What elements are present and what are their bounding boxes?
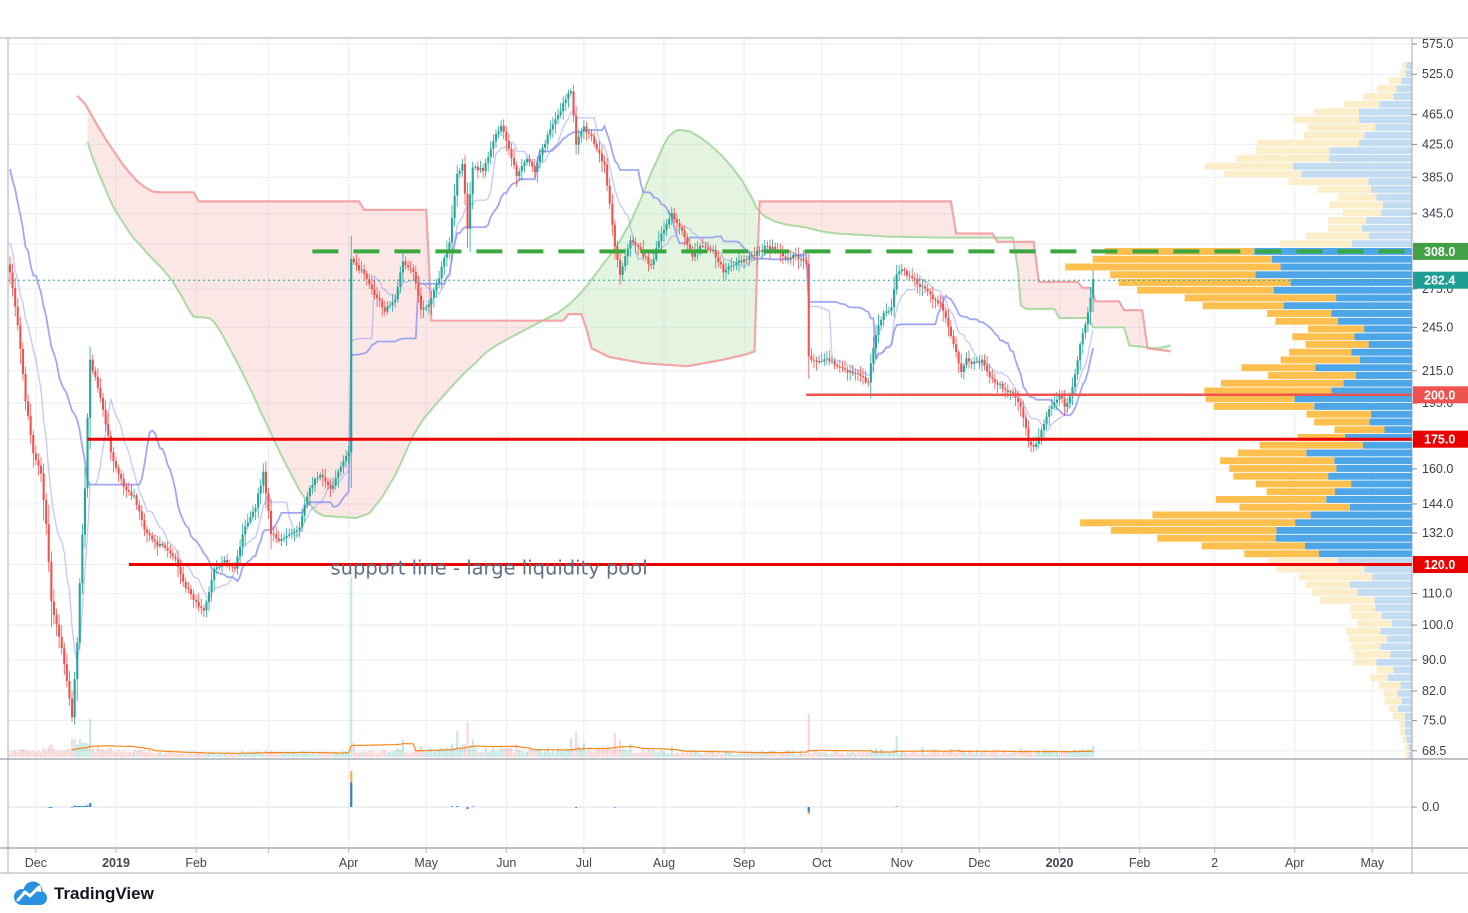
x-tick-2019: 2019 <box>102 856 130 870</box>
y-tick-68.5: 68.5 <box>1422 744 1446 758</box>
tradingview-attribution[interactable]: TradingView <box>13 880 154 907</box>
kijun-tenkan-lines <box>9 109 1094 662</box>
x-tick-Sep: Sep <box>733 856 755 870</box>
y-tick-110.0: 110.0 <box>1422 586 1452 600</box>
support-line-annotation[interactable]: support line - large liquidity pool <box>331 556 648 579</box>
y-tick-465.0: 465.0 <box>1422 108 1453 122</box>
y-tick-425.0: 425.0 <box>1422 137 1453 151</box>
svg-text:282.4: 282.4 <box>1424 274 1455 288</box>
x-tick-Feb: Feb <box>1129 856 1151 870</box>
y-tick-132.0: 132.0 <box>1422 526 1453 540</box>
y-tick-100.0: 100.0 <box>1422 618 1453 632</box>
annotation-layer[interactable]: support line - large liquidity pool <box>331 556 648 579</box>
y-tick-525.0: 525.0 <box>1422 67 1453 81</box>
y-tick-575.0: 575.0 <box>1422 37 1453 51</box>
time-axis[interactable]: Dec 2019 Feb Apr May Jun Jul Aug Sep Oct Nov Dec 202… <box>25 848 1385 870</box>
price-badge-120.0 <box>1413 556 1468 573</box>
x-tick-Dec: Dec <box>968 856 990 870</box>
svg-text:120.0: 120.0 <box>1424 558 1455 572</box>
y-tick-215.0: 215.0 <box>1422 364 1453 378</box>
svg-text:175.0: 175.0 <box>1424 433 1455 447</box>
x-tick-2: 2 <box>1211 856 1218 870</box>
y-tick-82.0: 82.0 <box>1422 684 1446 698</box>
x-tick-Nov: Nov <box>891 856 914 870</box>
price-badge-282.4 <box>1413 271 1468 289</box>
delta-axis-zero-label: 0.0 <box>1422 800 1439 814</box>
tradingview-brand-text: TradingView <box>54 883 154 903</box>
delta-pane-bars <box>8 771 1412 815</box>
price-badge-200.0 <box>1413 386 1468 404</box>
svg-text:308.0: 308.0 <box>1424 245 1455 259</box>
y-tick-245.0: 245.0 <box>1422 320 1453 334</box>
y-tick-144.0: 144.0 <box>1422 497 1453 511</box>
x-tick-Dec: Dec <box>25 856 47 870</box>
x-tick-2020: 2020 <box>1046 856 1074 870</box>
ichimoku-cloud <box>76 95 1171 520</box>
x-tick-Feb: Feb <box>185 856 207 870</box>
price-badge-308.0 <box>1413 242 1468 260</box>
price-axis[interactable]: 575.0525.0465.0425.0385.0345.0275.0245.0… <box>1412 37 1468 814</box>
candles-layer <box>8 85 1095 725</box>
x-tick-May: May <box>414 856 438 870</box>
x-tick-Oct: Oct <box>812 856 832 870</box>
volume-bars <box>8 577 1095 757</box>
y-tick-90.0: 90.0 <box>1422 653 1446 667</box>
svg-text:200.0: 200.0 <box>1424 388 1455 402</box>
y-tick-160.0: 160.0 <box>1422 462 1453 476</box>
y-tick-385.0: 385.0 <box>1422 170 1453 184</box>
x-tick-Aug: Aug <box>653 856 675 870</box>
y-tick-345.0: 345.0 <box>1422 207 1453 221</box>
price-levels[interactable] <box>8 249 1412 566</box>
x-tick-May: May <box>1360 856 1384 870</box>
price-badge-175.0 <box>1413 430 1468 448</box>
y-tick-75.0: 75.0 <box>1422 714 1446 728</box>
x-tick-Jun: Jun <box>496 856 516 870</box>
x-tick-Jul: Jul <box>576 856 592 870</box>
tradingview-logo-icon <box>14 881 47 905</box>
x-tick-Apr: Apr <box>1285 856 1304 870</box>
x-tick-Apr: Apr <box>339 856 358 870</box>
